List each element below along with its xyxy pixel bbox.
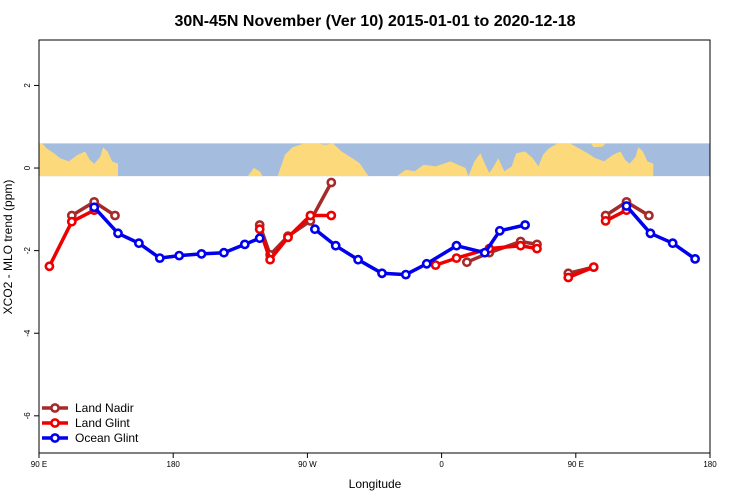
world-map-band	[39, 143, 710, 177]
ocean-glint-point-2	[133, 238, 144, 249]
ocean-glint-point-21	[667, 238, 678, 249]
x-axis-label: Longitude	[349, 477, 402, 491]
land-nadir-line-1	[258, 181, 333, 257]
ocean-glint-point-18	[520, 220, 530, 230]
x-tick-label-5: 180	[703, 460, 717, 469]
legend-swatch-marker	[50, 403, 60, 413]
legend-swatch-marker	[50, 433, 60, 443]
legend-item-ocean-glint: Ocean Glint	[42, 431, 139, 445]
ocean-glint-point-22	[690, 253, 700, 264]
y-tick-label-3: -4	[23, 329, 32, 337]
ocean-glint-line-2	[625, 204, 697, 261]
ocean-glint-point-3	[154, 253, 165, 263]
land-glint-point-9	[451, 253, 462, 263]
land-glint-point-15	[600, 215, 611, 226]
land-nadir-point-16	[644, 210, 654, 221]
plot-frame	[38, 39, 711, 454]
land-glint-point-7	[326, 210, 337, 221]
ocean-glint-point-20	[645, 228, 656, 239]
ocean-glint-point-14	[421, 258, 432, 269]
land-glint-point-8	[430, 260, 441, 270]
legend-label: Land Nadir	[75, 401, 134, 415]
ocean-glint-point-19	[621, 201, 632, 211]
ocean-glint-point-5	[196, 248, 207, 259]
land-glint-point-11	[515, 240, 526, 251]
y-tick-label-0: 2	[23, 83, 32, 88]
legend-item-land-nadir: Land Nadir	[42, 401, 134, 415]
x-tick-label-0: 90 E	[31, 460, 47, 469]
ocean-glint-point-0	[89, 202, 100, 213]
land-glint-point-3	[254, 224, 265, 235]
land-glint-point-12	[532, 243, 542, 254]
series-ocean-glint	[89, 201, 700, 280]
ocean-glint-point-8	[254, 233, 265, 244]
y-axis-label: XCO2 - MLO trend (ppm)	[1, 180, 15, 315]
legend-label: Land Glint	[75, 416, 130, 430]
land-glint-point-1	[66, 216, 77, 227]
ocean-glint-point-6	[218, 247, 229, 258]
x-axis: 90 E 180 90 W 0 90 E 180	[31, 453, 717, 469]
map-land-0	[39, 143, 118, 177]
chart-title: 30N-45N November (Ver 10) 2015-01-01 to …	[174, 13, 575, 30]
land-glint-point-0	[44, 261, 55, 272]
x-tick-label-4: 90 E	[568, 460, 584, 469]
land-nadir-point-7	[326, 177, 337, 188]
map-land-3	[396, 161, 469, 177]
map-land-1	[277, 143, 369, 177]
land-glint-point-13	[563, 272, 574, 283]
ocean-glint-point-17	[494, 225, 505, 236]
y-axis: 2 0 -2 -4 -6	[23, 83, 39, 420]
land-glint-point-14	[588, 262, 599, 272]
ocean-glint-point-11	[353, 254, 363, 265]
ocean-glint-point-7	[239, 239, 250, 250]
ocean-glint-point-13	[400, 269, 411, 280]
ocean-glint-point-16	[479, 247, 490, 258]
ocean-glint-point-15	[451, 240, 462, 251]
x-tick-label-1: 180	[167, 460, 181, 469]
series-layer	[44, 177, 700, 283]
legend-label: Ocean Glint	[75, 431, 139, 445]
x-tick-label-2: 90 W	[298, 460, 317, 469]
ocean-glint-line-1	[313, 223, 526, 277]
y-tick-label-2: -2	[23, 247, 32, 255]
land-nadir-point-8	[461, 257, 472, 268]
legend-item-land-glint: Land Glint	[42, 416, 130, 430]
ocean-glint-point-4	[174, 250, 185, 261]
x-tick-label-3: 0	[439, 460, 444, 469]
legend-swatch-marker	[50, 418, 60, 428]
y-tick-label-1: 0	[23, 165, 32, 170]
ocean-glint-point-10	[330, 240, 341, 251]
land-glint-point-6	[305, 210, 316, 221]
y-tick-label-4: -6	[23, 412, 32, 420]
land-glint-point-5	[283, 232, 293, 243]
ocean-glint-point-12	[377, 268, 387, 279]
map-land-2	[468, 143, 654, 177]
land-nadir-point-2	[110, 210, 120, 221]
map-land-5	[590, 143, 606, 148]
map-land-4	[247, 168, 263, 177]
ocean-glint-point-1	[113, 228, 123, 239]
ocean-glint-point-9	[309, 224, 320, 235]
land-glint-point-4	[265, 254, 275, 265]
